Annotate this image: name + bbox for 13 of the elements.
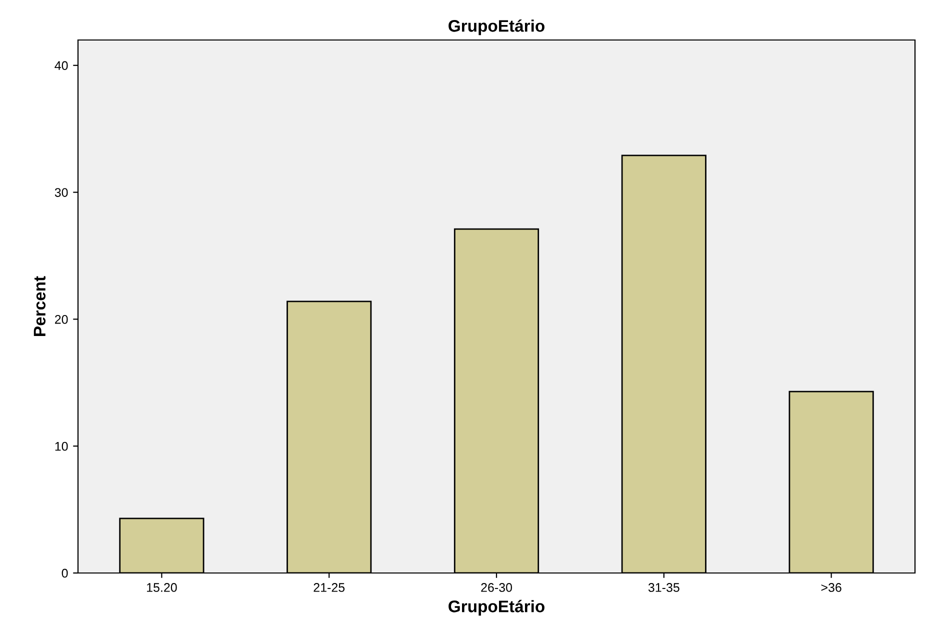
x-tick-label: >36 — [821, 583, 842, 592]
x-tick-label: 26-30 — [481, 583, 512, 592]
y-tick-label: 20 — [55, 314, 68, 324]
chart-title: GrupoEtário — [448, 19, 544, 36]
y-tick-label: 40 — [54, 61, 68, 70]
y-tick-label: 10 — [55, 442, 68, 451]
x-tick-label: 31-35 — [648, 583, 680, 592]
x-axis-title: GrupoEtário — [448, 600, 544, 616]
y-tick-label: 30 — [54, 188, 68, 197]
y-tick-label: 0 — [62, 568, 68, 578]
y-axis-title: Percent — [34, 276, 46, 336]
x-tick-label: 15.20 — [147, 583, 177, 592]
x-tick-label: 21-25 — [314, 583, 345, 592]
